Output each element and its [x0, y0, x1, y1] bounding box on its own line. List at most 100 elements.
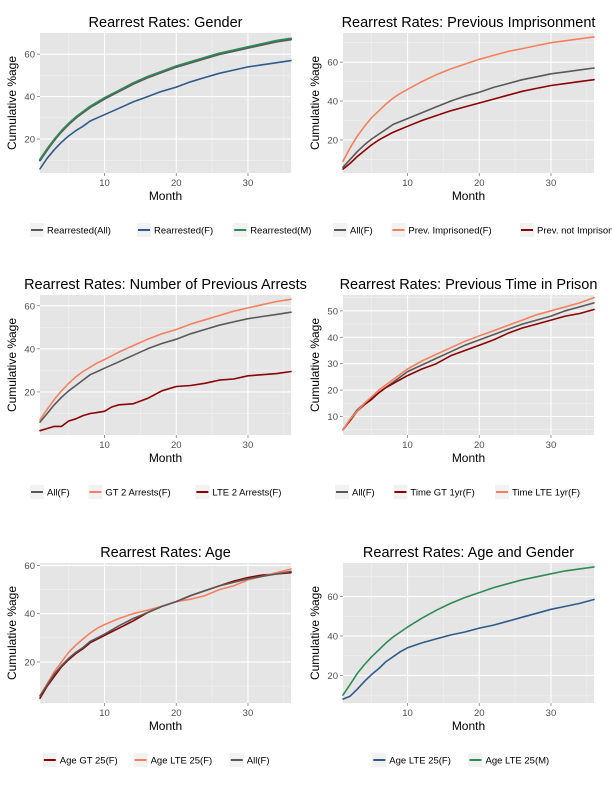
x-tick-label: 10	[99, 708, 110, 719]
legend: All(F) Time GT 1yr(F) Time LTE 1yr(F)	[335, 485, 580, 499]
chart-title: Rearrest Rates: Number of Previous Arres…	[24, 277, 307, 293]
series-line-1	[39, 571, 292, 700]
y-tick-label: 20	[327, 135, 338, 146]
y-tick-label: 40	[24, 609, 35, 620]
chart-4: Rearrest Rates: Previous Time in Prison 1…	[308, 277, 597, 499]
x-axis-title: Month	[452, 719, 485, 733]
series-line-1	[342, 598, 595, 700]
chart-title: Rearrest Rates: Previous Imprisonment	[342, 15, 596, 31]
legend-label: Rearrested(F)	[154, 226, 213, 237]
series-line-3	[342, 78, 595, 170]
x-tick-label: 20	[474, 708, 485, 719]
x-axis-title: Month	[149, 451, 182, 465]
chart-5: Rearrest Rates: Age 10 20 30 20 40 60 Month Cumu…	[5, 545, 292, 767]
x-tick-label: 20	[171, 440, 182, 451]
legend-label: LTE 2 Arrests(F)	[212, 488, 281, 499]
plot-panel	[343, 33, 594, 173]
x-tick-label: 30	[546, 178, 557, 189]
legend: Age GT 25(F) Age LTE 25(F) All(F)	[42, 753, 270, 767]
legend-label: Age LTE 25(F)	[151, 756, 213, 767]
x-axis-title: Month	[149, 189, 182, 203]
legend: All(F) GT 2 Arrests(F) LTE 2 Arrests(F)	[30, 485, 281, 499]
series-line-3	[342, 296, 595, 431]
y-tick-label: 40	[327, 333, 338, 344]
series-line-2	[342, 566, 595, 696]
y-tick-label: 40	[327, 97, 338, 108]
series-line-2	[342, 308, 595, 431]
x-tick-label: 20	[171, 708, 182, 719]
y-axis-title: Cumulative %age	[5, 56, 19, 150]
plot-panel	[343, 295, 594, 435]
chart-1: Rearrest Rates: Gender 10 20 30 20 40 60 Month C…	[5, 15, 311, 237]
chart-2: Rearrest Rates: Previous Imprisonment 10 2…	[308, 15, 612, 237]
legend-label: Age LTE 25(F)	[389, 756, 451, 767]
plot-panel	[40, 33, 291, 173]
legend-label: All(F)	[352, 488, 375, 499]
y-tick-label: 20	[24, 657, 35, 668]
y-axis-title: Cumulative %age	[5, 586, 19, 680]
x-tick-label: 10	[402, 440, 413, 451]
chart-title: Rearrest Rates: Age	[100, 545, 231, 561]
legend: Rearrested(All) Rearrested(F) Rearrested(M…	[30, 223, 311, 237]
plot-panel	[40, 563, 291, 703]
x-tick-label: 20	[474, 178, 485, 189]
y-tick-label: 40	[24, 92, 35, 103]
legend-label: All(F)	[350, 226, 373, 237]
plot-panel	[343, 563, 594, 703]
x-tick-label: 10	[99, 440, 110, 451]
y-tick-label: 20	[327, 386, 338, 397]
legend-label: Rearrested(All)	[47, 226, 111, 237]
legend-label: All(F)	[247, 756, 270, 767]
chart-3: Rearrest Rates: Number of Previous Arres…	[5, 277, 307, 499]
legend-label: Prev. Imprisoned(F)	[408, 226, 491, 237]
legend-label: Age LTE 25(M)	[486, 756, 550, 767]
y-tick-label: 20	[327, 671, 338, 682]
series-line-2	[342, 36, 595, 163]
x-tick-label: 30	[546, 440, 557, 451]
legend: Age LTE 25(F) Age LTE 25(M)	[372, 753, 549, 767]
x-tick-label: 10	[99, 178, 110, 189]
legend-label: All(F)	[47, 488, 70, 499]
chart-6: Rearrest Rates: Age and Gender 10 20 30 20 40…	[308, 545, 595, 767]
y-tick-label: 60	[24, 301, 35, 312]
x-tick-label: 20	[171, 178, 182, 189]
x-axis-title: Month	[452, 189, 485, 203]
chart-title: Rearrest Rates: Previous Time in Prison	[340, 277, 598, 293]
y-tick-label: 60	[24, 50, 35, 61]
y-tick-label: 10	[327, 412, 338, 423]
legend-label: Time GT 1yr(F)	[410, 488, 474, 499]
y-tick-label: 60	[24, 561, 35, 572]
y-tick-label: 40	[327, 631, 338, 642]
y-tick-label: 40	[24, 344, 35, 355]
x-tick-label: 20	[474, 440, 485, 451]
x-axis-title: Month	[452, 451, 485, 465]
x-axis-title: Month	[149, 719, 182, 733]
y-tick-label: 50	[327, 306, 338, 317]
y-axis-title: Cumulative %age	[308, 586, 322, 680]
x-tick-label: 30	[243, 440, 254, 451]
legend-label: GT 2 Arrests(F)	[105, 488, 170, 499]
series-line-3	[39, 570, 292, 697]
series-line-3	[39, 37, 292, 160]
y-tick-label: 30	[327, 359, 338, 370]
series-line-3	[39, 370, 292, 432]
legend-label: Time LTE 1yr(F)	[512, 488, 580, 499]
y-axis-title: Cumulative %age	[308, 56, 322, 150]
chart-title: Rearrest Rates: Age and Gender	[363, 545, 574, 561]
x-tick-label: 30	[546, 708, 557, 719]
x-tick-label: 10	[402, 178, 413, 189]
series-line-1	[342, 67, 595, 168]
series-line-2	[39, 568, 292, 697]
series-line-2	[39, 59, 292, 170]
legend-label: Prev. not Imprisoned(F)	[537, 226, 612, 237]
legend: All(F) Prev. Imprisoned(F) Prev. not Impri…	[333, 223, 612, 237]
y-tick-label: 60	[327, 592, 338, 603]
y-axis-title: Cumulative %age	[308, 318, 322, 412]
series-line-1	[39, 311, 292, 423]
x-tick-label: 30	[243, 178, 254, 189]
x-tick-label: 10	[402, 708, 413, 719]
y-axis-title: Cumulative %age	[5, 318, 19, 412]
x-tick-label: 30	[243, 708, 254, 719]
